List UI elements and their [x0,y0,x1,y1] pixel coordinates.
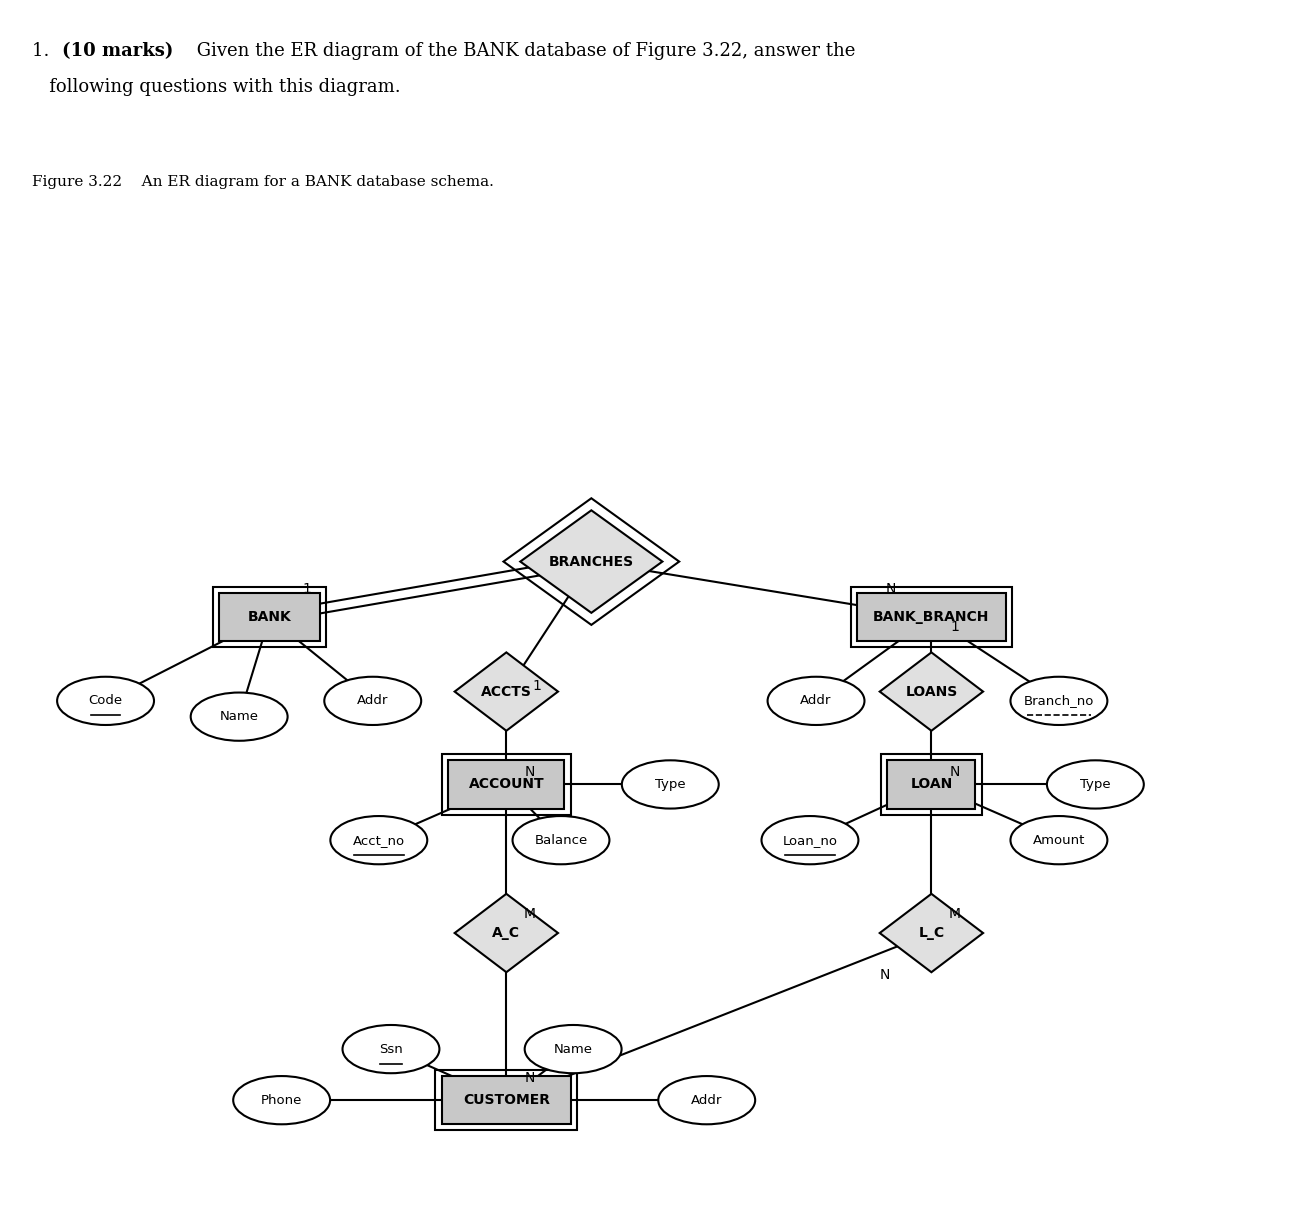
Text: Type: Type [1080,778,1111,791]
Text: Figure 3.22    An ER diagram for a BANK database schema.: Figure 3.22 An ER diagram for a BANK dat… [32,175,494,189]
Text: Addr: Addr [800,695,832,708]
Text: N: N [880,967,890,982]
Text: ACCOUNT: ACCOUNT [469,778,544,791]
Text: LOANS: LOANS [906,685,957,698]
Polygon shape [455,652,558,731]
Ellipse shape [767,677,864,725]
Text: M: M [948,907,961,920]
Text: Name: Name [220,710,258,724]
Ellipse shape [1010,816,1107,865]
Text: BANK: BANK [248,610,292,625]
Text: Addr: Addr [691,1094,722,1107]
Ellipse shape [191,692,288,740]
Text: Given the ER diagram of the BANK database of Figure 3.22, answer the: Given the ER diagram of the BANK databas… [191,42,855,60]
Ellipse shape [57,677,154,725]
Text: (10 marks): (10 marks) [62,42,173,60]
Ellipse shape [331,816,428,865]
Text: ACCTS: ACCTS [481,685,532,698]
FancyBboxPatch shape [448,760,565,808]
Ellipse shape [1047,760,1143,808]
Text: following questions with this diagram.: following questions with this diagram. [32,78,401,96]
Ellipse shape [659,1076,756,1124]
Ellipse shape [324,677,421,725]
FancyBboxPatch shape [857,593,1005,642]
Text: 1.: 1. [32,42,56,60]
Text: CUSTOMER: CUSTOMER [463,1093,550,1107]
Text: Ssn: Ssn [379,1043,403,1055]
Text: Acct_no: Acct_no [353,833,404,847]
Text: Amount: Amount [1032,833,1085,847]
Ellipse shape [761,816,858,865]
Text: A_C: A_C [492,926,521,939]
Text: BRANCHES: BRANCHES [549,555,634,568]
Text: Code: Code [88,695,123,708]
Text: 1: 1 [302,581,311,596]
Ellipse shape [1010,677,1107,725]
Text: BANK_BRANCH: BANK_BRANCH [873,610,990,625]
Polygon shape [880,894,983,972]
Text: N: N [886,581,897,596]
FancyBboxPatch shape [442,1076,571,1124]
Text: Name: Name [554,1043,593,1055]
FancyBboxPatch shape [888,760,975,808]
Text: Loan_no: Loan_no [783,833,837,847]
Ellipse shape [513,816,610,865]
Polygon shape [455,894,558,972]
Text: Phone: Phone [261,1094,302,1107]
Text: LOAN: LOAN [911,778,952,791]
Text: 1: 1 [950,620,959,634]
Text: L_C: L_C [919,926,944,939]
Text: N: N [525,1071,535,1085]
Text: Branch_no: Branch_no [1023,695,1094,708]
Text: 1: 1 [532,679,541,693]
Polygon shape [521,510,663,613]
Ellipse shape [234,1076,331,1124]
Text: Addr: Addr [357,695,389,708]
Text: Type: Type [655,778,686,791]
Ellipse shape [621,760,718,808]
Text: M: M [523,907,536,920]
Ellipse shape [525,1025,621,1073]
FancyBboxPatch shape [220,593,320,642]
Text: Balance: Balance [535,833,588,847]
Text: N: N [525,766,535,779]
Polygon shape [880,652,983,731]
Text: N: N [950,766,960,779]
Ellipse shape [342,1025,439,1073]
